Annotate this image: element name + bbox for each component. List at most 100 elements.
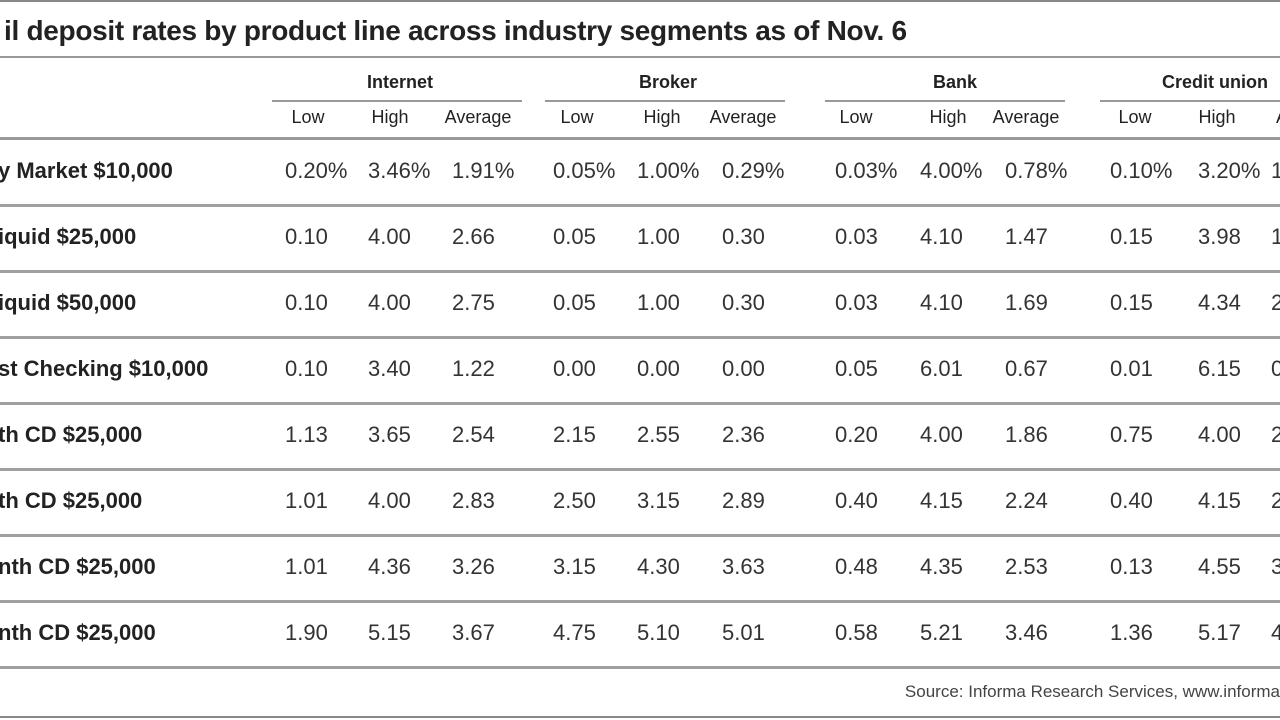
column-header: Low (291, 107, 325, 127)
cell: 0.05% (553, 158, 616, 183)
cell: 2 (1271, 290, 1280, 315)
cell: 0.13 (1110, 554, 1153, 579)
cell: 4.00 (920, 422, 963, 447)
column-header: Average (709, 107, 777, 127)
cell: 0.48 (835, 554, 878, 579)
row-label: th CD $25,000 (0, 422, 143, 447)
group-rule (272, 100, 522, 102)
row-label: th CD $25,000 (0, 488, 143, 513)
row-rule (0, 534, 1280, 537)
cell: 1.00% (637, 158, 700, 183)
cell: 4 (1271, 620, 1280, 645)
cell: 0.00 (637, 356, 680, 381)
row-rule (0, 666, 1280, 669)
cell: 1.36 (1110, 620, 1153, 645)
cell: 0.01 (1110, 356, 1153, 381)
cell: 4.00% (920, 158, 983, 183)
cell: 0.00 (553, 356, 596, 381)
cell: 0.03 (835, 224, 878, 249)
cell: 1 (1271, 224, 1280, 249)
row-rule (0, 402, 1280, 405)
cell: 0.10 (285, 290, 328, 315)
row-rule (0, 270, 1280, 273)
row-label: st Checking $10,000 (0, 356, 209, 381)
cell: 6.01 (920, 356, 963, 381)
column-header: Low (560, 107, 594, 127)
cell: 0.78% (1005, 158, 1068, 183)
cell: 0.05 (553, 290, 596, 315)
cell: 2.50 (553, 488, 596, 513)
cell: 1.01 (285, 554, 328, 579)
cell: 2.55 (637, 422, 680, 447)
column-header: High (929, 107, 967, 127)
cell: 5.17 (1198, 620, 1241, 645)
cell: 1.47 (1005, 224, 1048, 249)
row-rule (0, 336, 1280, 339)
cell: 4.34 (1198, 290, 1241, 315)
cell: 1.22 (452, 356, 495, 381)
cell: 4.10 (920, 224, 963, 249)
cell: 0.40 (1110, 488, 1153, 513)
column-header: High (643, 107, 681, 127)
group-header: Bank (932, 72, 978, 92)
cell: 2.66 (452, 224, 495, 249)
cell: 3.63 (722, 554, 765, 579)
group-rule (825, 100, 1065, 102)
row-label: nth CD $25,000 (0, 554, 156, 579)
cell: 3.26 (452, 554, 495, 579)
cell: 0.67 (1005, 356, 1048, 381)
cell: 1.90 (285, 620, 328, 645)
cell: 0.20 (835, 422, 878, 447)
cell: 0.40 (835, 488, 878, 513)
cell: 0.10 (285, 224, 328, 249)
row-rule (0, 600, 1280, 603)
group-header: Internet (366, 72, 434, 92)
cell: 1.00 (637, 290, 680, 315)
cell: 1.69 (1005, 290, 1048, 315)
cell: 1.91% (452, 158, 515, 183)
cell: 1 (1271, 158, 1280, 183)
cell: 2.89 (722, 488, 765, 513)
cell: 4.36 (368, 554, 411, 579)
cell: 4.00 (368, 290, 411, 315)
frame-bottom (0, 716, 1280, 718)
title-rule (0, 56, 1280, 58)
cell: 1.01 (285, 488, 328, 513)
column-header: High (1198, 107, 1236, 127)
cell: 2.24 (1005, 488, 1048, 513)
cell: 2.54 (452, 422, 495, 447)
row-label: iquid $50,000 (0, 290, 137, 315)
title: il deposit rates by product line across … (4, 15, 907, 46)
cell: 1.86 (1005, 422, 1048, 447)
cell: 3.67 (452, 620, 495, 645)
cell: 5.15 (368, 620, 411, 645)
cell: 3.46% (368, 158, 431, 183)
group-rule (545, 100, 785, 102)
cell: 5.01 (722, 620, 765, 645)
cell: 4.30 (637, 554, 680, 579)
frame-top (0, 0, 1280, 2)
cell: 0.15 (1110, 290, 1153, 315)
row-label: y Market $10,000 (0, 158, 173, 183)
source: Source: Informa Research Services, www.i… (904, 682, 1280, 701)
cell: 3.98 (1198, 224, 1241, 249)
cell: 0.05 (553, 224, 596, 249)
cell: 4.15 (920, 488, 963, 513)
cell: 4.00 (368, 488, 411, 513)
cell: 4.35 (920, 554, 963, 579)
row-label: iquid $25,000 (0, 224, 137, 249)
cell: 0.10% (1110, 158, 1173, 183)
cell: 3.20% (1198, 158, 1261, 183)
cell: 2.36 (722, 422, 765, 447)
cell: 4.10 (920, 290, 963, 315)
cell: 2.83 (452, 488, 495, 513)
cell: 4.15 (1198, 488, 1241, 513)
cell: 1.00 (637, 224, 680, 249)
cell: 3.65 (368, 422, 411, 447)
group-rule (1100, 100, 1280, 102)
row-label: nth CD $25,000 (0, 620, 156, 645)
row-rule (0, 468, 1280, 471)
cell: 2 (1271, 488, 1280, 513)
cell: 0.29% (722, 158, 785, 183)
cell: 0.58 (835, 620, 878, 645)
